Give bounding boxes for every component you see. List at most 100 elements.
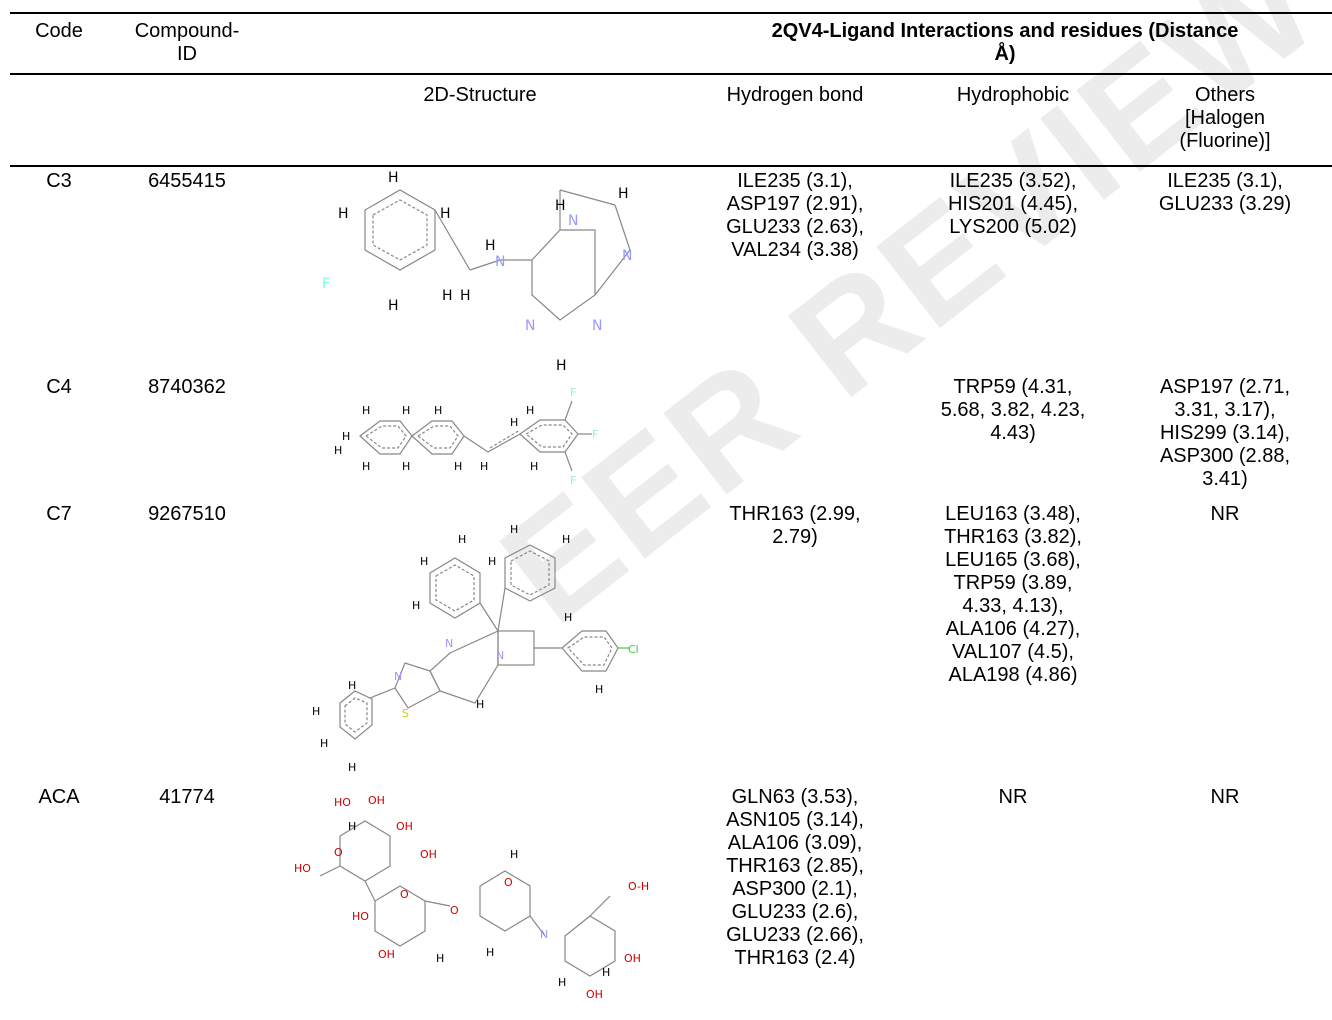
atom-label: H <box>564 611 572 624</box>
header-code: Code <box>35 20 83 42</box>
row-compound-id: 41774 <box>159 786 215 808</box>
atom-label: O-H <box>628 880 649 893</box>
header-interactions-group: 2QV4-Ligand Interactions and residues (D… <box>771 20 1239 65</box>
atom-label: H <box>526 404 534 417</box>
atom-label: OH <box>368 794 385 807</box>
row-code: C7 <box>46 503 72 525</box>
atom-label: H <box>436 952 444 965</box>
atom-label: H <box>412 599 420 612</box>
row-compound-id: 6455415 <box>148 170 226 192</box>
atom-label: H <box>618 186 629 202</box>
atom-label: H <box>460 288 471 304</box>
atom-label: OH <box>586 988 603 1001</box>
atom-label: H <box>488 555 496 568</box>
atom-label: S <box>402 707 409 720</box>
row-others: ILE235 (3.1), GLU233 (3.29) <box>1158 170 1292 215</box>
table-top-rule <box>10 12 1332 14</box>
atom-label: F <box>570 386 576 399</box>
header-hydrogen-bond: Hydrogen bond <box>726 84 864 106</box>
atom-label: O <box>504 876 513 889</box>
atom-label: H <box>402 404 410 417</box>
atom-label: H <box>402 460 410 473</box>
atom-label: N <box>525 318 535 334</box>
atom-label: H <box>348 761 356 774</box>
atom-label: N <box>445 637 453 650</box>
row-code: C3 <box>46 170 72 192</box>
header-others: Others [Halogen (Fluorine)] <box>1179 84 1271 152</box>
table-subheader-rule <box>10 165 1332 167</box>
atom-label: HO <box>294 862 311 875</box>
compound-2d-structure: H H H H H H H H H F F F H H H <box>320 376 660 488</box>
atom-label: H <box>556 358 567 374</box>
row-hydrogen-bond: THR163 (2.99, 2.79) <box>729 503 861 548</box>
row-code: C4 <box>46 376 72 398</box>
atom-label: F <box>570 474 576 487</box>
atom-label: HO <box>334 796 351 809</box>
atom-label: H <box>348 820 356 833</box>
header-hydrophobic: Hydrophobic <box>956 84 1070 106</box>
atom-label: H <box>454 460 462 473</box>
atom-label: H <box>388 298 399 314</box>
atom-label: H <box>334 444 342 457</box>
atom-label: N <box>540 928 548 941</box>
atom-label: H <box>510 848 518 861</box>
row-others: NR <box>1210 503 1240 525</box>
atom-label: H <box>510 416 518 429</box>
atom-label: H <box>485 238 496 254</box>
atom-label: N <box>394 670 402 683</box>
row-code: ACA <box>38 786 80 808</box>
atom-label: H <box>362 404 370 417</box>
atom-label: H <box>476 698 484 711</box>
atom-label: O <box>400 888 409 901</box>
atom-label: H <box>595 683 603 696</box>
atom-label: F <box>592 428 598 441</box>
row-hydrophobic: LEU163 (3.48), THR163 (3.82), LEU165 (3.… <box>944 503 1082 686</box>
atom-label: H <box>486 946 494 959</box>
atom-label: H <box>434 404 442 417</box>
atom-label: H <box>442 288 453 304</box>
atom-label: H <box>480 460 488 473</box>
row-hydrophobic: NR <box>998 786 1028 808</box>
atom-label: N <box>622 248 632 264</box>
row-others: NR <box>1210 786 1240 808</box>
atom-label: H <box>342 430 350 443</box>
compound-2d-structure: HO OH OH H HO O O OH HO O OH O N H O-H O… <box>290 786 660 1016</box>
atom-label: H <box>510 523 518 536</box>
atom-label: N <box>568 213 578 229</box>
row-hydrophobic: ILE235 (3.52), HIS201 (4.45), LYS200 (5.… <box>947 170 1079 238</box>
atom-label: H <box>420 555 428 568</box>
row-hydrophobic: TRP59 (4.31, 5.68, 3.82, 4.23, 4.43) <box>940 376 1086 444</box>
atom-label: H <box>562 533 570 546</box>
row-hydrogen-bond: GLN63 (3.53), ASN105 (3.14), ALA106 (3.0… <box>726 786 864 969</box>
atom-label: H <box>530 460 538 473</box>
atom-label: N <box>496 649 504 662</box>
atom-label: OH <box>624 952 641 965</box>
atom-label: N <box>495 254 505 270</box>
row-others: ASP197 (2.71, 3.31, 3.17), HIS299 (3.14)… <box>1159 376 1291 490</box>
atom-label: H <box>362 460 370 473</box>
atom-label: H <box>388 170 399 186</box>
header-compound-id: Compound- ID <box>134 20 240 65</box>
atom-label: H <box>602 966 610 979</box>
atom-label: OH <box>396 820 413 833</box>
header-structure: 2D-Structure <box>423 84 537 106</box>
atom-label: O <box>450 904 459 917</box>
row-compound-id: 9267510 <box>148 503 226 525</box>
atom-label: H <box>338 206 349 222</box>
atom-label: H <box>458 533 466 546</box>
atom-label: H <box>558 976 566 989</box>
atom-label: F <box>322 276 330 292</box>
atom-label: OH <box>420 848 437 861</box>
atom-label: O <box>334 846 343 859</box>
atom-label: OH <box>378 948 395 961</box>
row-compound-id: 8740362 <box>148 376 226 398</box>
row-hydrogen-bond: ILE235 (3.1), ASP197 (2.91), GLU233 (2.6… <box>726 170 864 261</box>
atom-label: H <box>312 705 320 718</box>
compound-2d-structure: H H H F H H H H H N N H N N N H <box>320 170 660 374</box>
atom-label: Cl <box>628 643 639 656</box>
atom-label: H <box>440 206 451 222</box>
table-header-rule <box>10 73 1332 75</box>
atom-label: H <box>320 737 328 750</box>
compound-2d-structure: H H H H H H N N N S Cl H H H H H H H <box>300 503 660 778</box>
atom-label: HO <box>352 910 369 923</box>
